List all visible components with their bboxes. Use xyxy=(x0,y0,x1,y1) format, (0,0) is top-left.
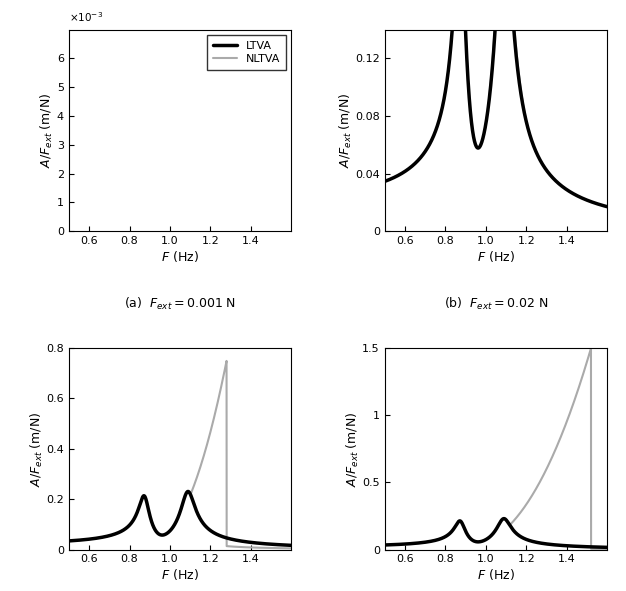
Text: (a)  $F_{ext} = 0.001$ N: (a) $F_{ext} = 0.001$ N xyxy=(124,296,236,311)
Y-axis label: $A/F_{ext}$ (m/N): $A/F_{ext}$ (m/N) xyxy=(345,411,361,486)
NLTVA xyxy=(597,544,605,551)
NLTVA xyxy=(381,178,389,185)
NLTVA xyxy=(483,535,491,543)
X-axis label: $F$ (Hz): $F$ (Hz) xyxy=(477,567,515,582)
X-axis label: $F$ (Hz): $F$ (Hz) xyxy=(161,249,199,264)
Line: NLTVA: NLTVA xyxy=(385,519,607,547)
Legend: LTVA, NLTVA: LTVA, NLTVA xyxy=(207,35,285,70)
LTVA xyxy=(167,526,175,533)
LTVA xyxy=(76,537,84,544)
Text: $\times10^{-3}$: $\times10^{-3}$ xyxy=(69,9,103,24)
Line: LTVA: LTVA xyxy=(385,348,607,549)
NLTVA xyxy=(287,542,295,549)
LTVA xyxy=(240,544,248,551)
LTVA xyxy=(381,541,389,548)
LTVA xyxy=(281,545,289,552)
LTVA xyxy=(393,173,400,180)
NLTVA xyxy=(240,538,248,545)
NLTVA xyxy=(557,542,564,549)
NLTVA xyxy=(489,530,496,537)
NLTVA xyxy=(393,173,400,180)
NLTVA xyxy=(76,537,84,544)
LTVA xyxy=(76,16,84,23)
NLTVA xyxy=(281,16,289,23)
Line: LTVA: LTVA xyxy=(385,20,607,207)
NLTVA xyxy=(287,16,295,23)
LTVA xyxy=(483,535,491,543)
NLTVA xyxy=(240,16,248,23)
LTVA xyxy=(556,436,563,443)
NLTVA xyxy=(173,16,181,23)
NLTVA xyxy=(603,203,611,210)
NLTVA xyxy=(281,541,289,548)
LTVA xyxy=(597,202,605,209)
Text: (b)  $F_{ext} = 0.02$ N: (b) $F_{ext} = 0.02$ N xyxy=(444,296,548,311)
NLTVA xyxy=(167,16,175,23)
X-axis label: $F$ (Hz): $F$ (Hz) xyxy=(161,567,199,582)
NLTVA xyxy=(483,112,491,119)
LTVA xyxy=(483,111,491,118)
NLTVA xyxy=(281,541,289,548)
NLTVA xyxy=(393,541,400,548)
LTVA xyxy=(597,202,605,209)
NLTVA xyxy=(281,16,289,23)
LTVA xyxy=(167,16,175,23)
NLTVA xyxy=(65,537,73,544)
LTVA xyxy=(603,203,611,210)
NLTVA xyxy=(381,541,389,548)
NLTVA xyxy=(557,181,564,188)
Line: LTVA: LTVA xyxy=(69,361,291,548)
NLTVA xyxy=(597,544,605,551)
NLTVA xyxy=(76,16,84,23)
LTVA xyxy=(281,16,289,23)
NLTVA xyxy=(490,56,497,63)
NLTVA xyxy=(597,202,605,209)
LTVA xyxy=(381,178,389,185)
LTVA xyxy=(557,181,564,188)
LTVA xyxy=(223,358,230,365)
LTVA xyxy=(489,530,496,537)
NLTVA xyxy=(449,16,457,23)
Line: NLTVA: NLTVA xyxy=(69,492,291,545)
LTVA xyxy=(240,16,248,23)
LTVA xyxy=(597,545,605,553)
Y-axis label: $A/F_{ext}$ (m/N): $A/F_{ext}$ (m/N) xyxy=(337,93,354,168)
NLTVA xyxy=(167,526,175,533)
Y-axis label: $A/F_{ext}$ (m/N): $A/F_{ext}$ (m/N) xyxy=(39,93,56,168)
LTVA xyxy=(173,516,181,523)
LTVA xyxy=(173,16,181,23)
LTVA xyxy=(449,16,457,23)
LTVA xyxy=(587,345,595,352)
LTVA xyxy=(287,16,295,23)
NLTVA xyxy=(173,516,181,523)
LTVA xyxy=(281,545,289,552)
LTVA xyxy=(603,545,611,553)
LTVA xyxy=(281,16,289,23)
Line: NLTVA: NLTVA xyxy=(385,20,607,207)
NLTVA xyxy=(500,515,508,522)
Y-axis label: $A/F_{ext}$ (m/N): $A/F_{ext}$ (m/N) xyxy=(29,411,45,486)
NLTVA xyxy=(65,16,73,23)
X-axis label: $F$ (Hz): $F$ (Hz) xyxy=(477,249,515,264)
LTVA xyxy=(65,16,73,23)
NLTVA xyxy=(603,544,611,551)
LTVA xyxy=(597,545,605,553)
NLTVA xyxy=(184,488,192,495)
LTVA xyxy=(393,541,400,548)
LTVA xyxy=(65,537,73,544)
LTVA xyxy=(287,545,295,552)
LTVA xyxy=(490,50,497,57)
NLTVA xyxy=(597,202,605,209)
